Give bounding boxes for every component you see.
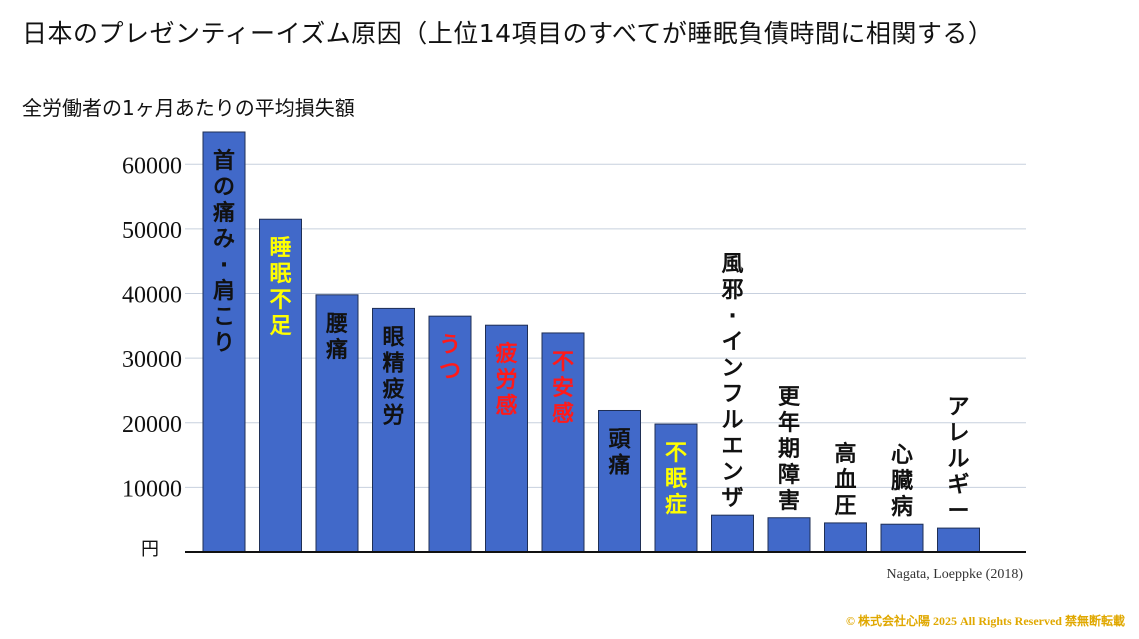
bar-category-label: 頭痛: [608, 427, 631, 478]
bar: [711, 514, 754, 553]
bar-category-label: 高血圧: [834, 441, 856, 519]
bar-category-label: 不眠症: [665, 441, 687, 518]
bar: [541, 332, 585, 553]
bar: [485, 324, 528, 553]
y-tick-label: 40000: [122, 283, 182, 309]
bar: [315, 294, 359, 553]
bar: [824, 522, 867, 553]
bar-category-label: 腰痛: [325, 312, 348, 363]
chart-title: 日本のプレゼンティーイズム原因（上位14項目のすべてが睡眠負債時間に相関する）: [22, 19, 994, 48]
bar: [428, 315, 472, 553]
bar-category-label: 心臓病: [891, 443, 913, 520]
y-unit-label: 円: [141, 539, 159, 560]
bar: [767, 517, 811, 553]
y-tick-label: 30000: [122, 347, 182, 373]
bar: [598, 409, 641, 553]
bar-category-label: 更年期障害: [778, 385, 801, 514]
bar: [202, 131, 246, 553]
bar: [372, 307, 415, 553]
bar-category-label: 風邪·インフルエンザ: [720, 252, 743, 511]
y-tick-label: 20000: [122, 412, 182, 438]
bar-category-label: 疲労感: [495, 341, 517, 419]
y-tick-label: 50000: [122, 218, 182, 244]
copyright-notice: © 株式会社心陽 2025 All Rights Reserved 禁無断転載: [846, 614, 1125, 628]
bar: [259, 218, 302, 553]
y-tick-label: 10000: [122, 476, 182, 502]
bar-category-label: 首の痛み·肩こり: [213, 148, 235, 356]
bar: [654, 423, 698, 553]
bar-category-label: うつ: [439, 333, 461, 384]
bar: [937, 527, 980, 553]
bar-category-label: 不安感: [552, 350, 574, 427]
bar-category-label: アレルギー: [947, 395, 969, 524]
y-tick-label: 60000: [122, 153, 182, 179]
y-axis-label: 全労働者の1ヶ月あたりの平均損失額: [22, 96, 355, 120]
bar-category-label: 眼精疲労: [382, 325, 404, 428]
source-citation: Nagata, Loeppke (2018): [886, 567, 1023, 582]
bar: [880, 523, 924, 553]
bar-category-label: 睡眠不足: [269, 236, 291, 339]
